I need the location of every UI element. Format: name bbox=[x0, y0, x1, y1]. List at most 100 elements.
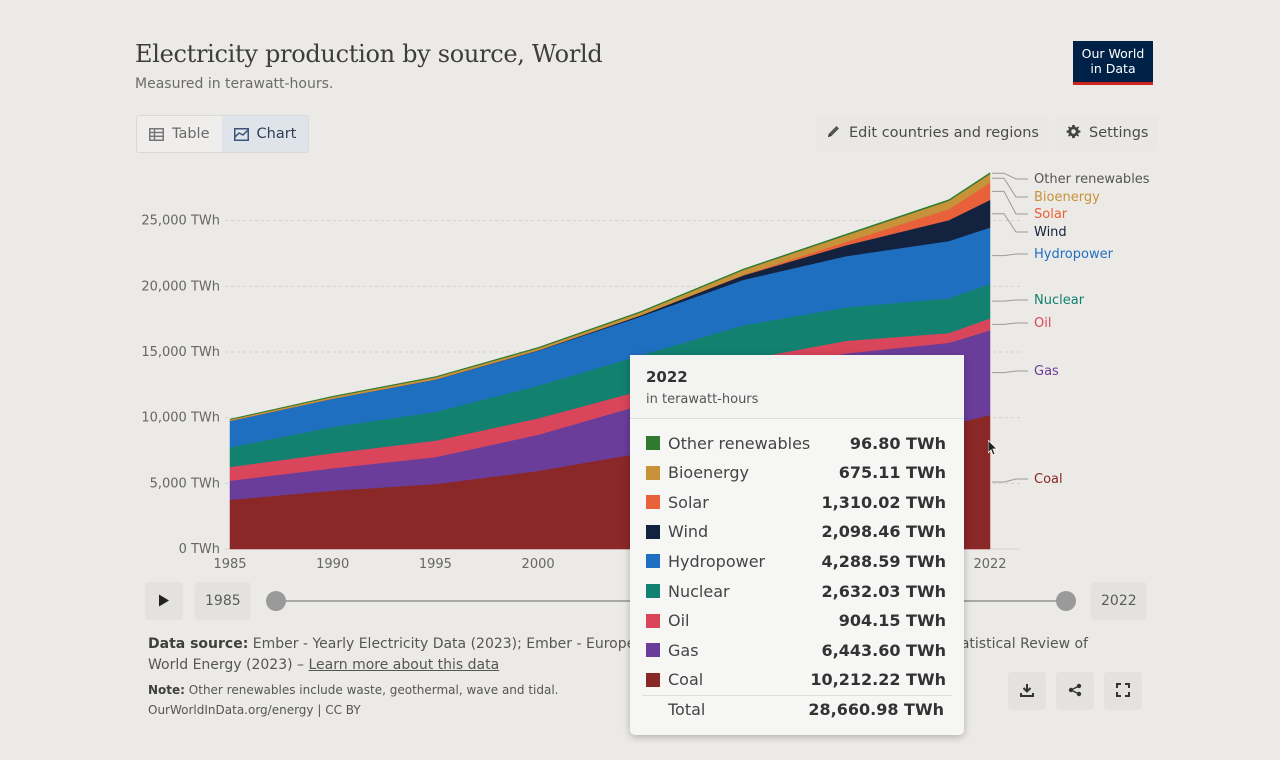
legend-swatch bbox=[646, 643, 660, 658]
tooltip-total-row: Total 28,660.98 TWh bbox=[668, 700, 944, 719]
end-year-handle[interactable] bbox=[1056, 591, 1076, 611]
page-title: Electricity production by source, World bbox=[135, 40, 603, 68]
tooltip-row-value: 10,212.22 TWh bbox=[810, 670, 946, 690]
label-leader-line bbox=[992, 253, 1028, 257]
legend-swatch bbox=[646, 495, 660, 510]
settings-button[interactable]: Settings bbox=[1056, 115, 1159, 151]
tab-table-label: Table bbox=[172, 126, 210, 142]
tooltip-row: Hydropower 4,288.59 TWh bbox=[646, 549, 946, 573]
tooltip-row: Solar 1,310.02 TWh bbox=[646, 490, 946, 514]
expand-icon bbox=[1116, 682, 1130, 701]
download-button[interactable] bbox=[1008, 672, 1046, 710]
tooltip-row-name: Bioenergy bbox=[668, 463, 749, 483]
label-leader-line bbox=[992, 213, 1028, 233]
download-icon bbox=[1020, 682, 1034, 701]
share-button[interactable] bbox=[1056, 672, 1094, 710]
legend-swatch bbox=[646, 465, 660, 480]
tooltip-row-name: Hydropower bbox=[668, 551, 766, 571]
end-label-bioenergy: Bioenergy bbox=[1034, 190, 1100, 205]
tooltip-row-value: 2,632.03 TWh bbox=[821, 581, 946, 601]
series-end-labels: Coal Gas Oil Nuclear Hydropower Wind Solar Bioe… bbox=[992, 172, 1150, 487]
tab-chart[interactable]: Chart bbox=[221, 116, 309, 152]
tooltip-row: Bioenergy 675.11 TWh bbox=[646, 461, 946, 485]
y-tick-label: 20,000 TWh bbox=[141, 279, 220, 294]
data-source-text-a: Ember - Yearly Electricity Data (2023); … bbox=[252, 636, 644, 652]
tooltip-row: Gas 6,443.60 TWh bbox=[646, 638, 946, 662]
area-other-renewables[interactable] bbox=[229, 172, 991, 420]
start-year-box[interactable]: 1985 bbox=[195, 582, 251, 620]
y-tick-label: 25,000 TWh bbox=[141, 214, 220, 229]
tooltip-row-value: 1,310.02 TWh bbox=[821, 492, 946, 512]
tooltip-row-value: 6,443.60 TWh bbox=[821, 640, 946, 660]
label-leader-line bbox=[992, 299, 1028, 302]
mouse-cursor-icon bbox=[987, 439, 998, 460]
tooltip-row: Nuclear 2,632.03 TWh bbox=[646, 579, 946, 603]
y-axis-ticks: 0 TWh 5,000 TWh 10,000 TWh 15,000 TWh 20,000… bbox=[141, 214, 220, 557]
page-subtitle: Measured in terawatt-hours. bbox=[135, 76, 334, 92]
end-label-oil: Oil bbox=[1034, 316, 1051, 331]
tooltip-row: Coal 10,212.22 TWh bbox=[646, 668, 946, 692]
data-source: Data source: Ember - Yearly Electricity … bbox=[148, 634, 1098, 676]
legend-swatch bbox=[646, 613, 660, 628]
x-tick-label: 1995 bbox=[419, 557, 452, 572]
logo-line-2: in Data bbox=[1090, 61, 1136, 76]
play-button[interactable] bbox=[145, 582, 183, 620]
logo-line-1: Our World bbox=[1081, 46, 1145, 61]
note-text: Other renewables include waste, geotherm… bbox=[188, 683, 559, 697]
end-label-coal: Coal bbox=[1034, 472, 1063, 487]
legend-swatch bbox=[646, 672, 660, 687]
x-tick-label: 1985 bbox=[213, 557, 246, 572]
data-tooltip: 2022 in terawatt-hours Other renewables 9… bbox=[630, 355, 964, 735]
end-label-gas: Gas bbox=[1034, 364, 1059, 379]
tooltip-separator bbox=[642, 695, 952, 696]
data-source-text-b: tatistical Review of bbox=[955, 636, 1088, 652]
tooltip-year: 2022 bbox=[646, 368, 688, 386]
learn-more-link[interactable]: Learn more about this data bbox=[308, 657, 500, 673]
gear-icon bbox=[1066, 124, 1081, 143]
label-leader-line bbox=[992, 478, 1028, 483]
start-year-handle[interactable] bbox=[266, 591, 286, 611]
tooltip-total-value: 28,660.98 TWh bbox=[808, 700, 944, 719]
legend-swatch bbox=[646, 584, 660, 598]
fullscreen-button[interactable] bbox=[1104, 672, 1142, 710]
table-icon bbox=[149, 127, 164, 141]
tab-chart-label: Chart bbox=[256, 126, 297, 142]
y-tick-label: 0 TWh bbox=[179, 542, 220, 557]
view-tabs: Table Chart bbox=[136, 115, 310, 153]
tooltip-row-value: 675.11 TWh bbox=[838, 463, 946, 483]
pencil-icon bbox=[826, 124, 841, 143]
legend-swatch bbox=[646, 554, 660, 569]
credit-text: OurWorldInData.org/energy | CC BY bbox=[148, 703, 361, 717]
share-icon bbox=[1068, 682, 1082, 701]
owid-logo[interactable]: Our World in Data bbox=[1073, 41, 1153, 85]
data-source-label: Data source: bbox=[148, 636, 249, 652]
y-tick-label: 15,000 TWh bbox=[141, 345, 220, 360]
end-year-box[interactable]: 2022 bbox=[1091, 582, 1147, 620]
tab-table[interactable]: Table bbox=[137, 116, 222, 152]
play-icon bbox=[158, 592, 170, 611]
tooltip-unit: in terawatt-hours bbox=[646, 392, 759, 407]
note-label: Note: bbox=[148, 683, 185, 697]
x-axis-ticks: 1985 1990 1995 2000 2022 bbox=[213, 557, 1006, 572]
settings-label: Settings bbox=[1089, 125, 1149, 141]
tooltip-header: 2022 in terawatt-hours bbox=[630, 355, 964, 419]
chart-icon bbox=[233, 127, 249, 141]
x-tick-label: 1990 bbox=[316, 557, 349, 572]
tooltip-row-name: Solar bbox=[668, 492, 709, 512]
edit-countries-label: Edit countries and regions bbox=[849, 125, 1039, 141]
legend-swatch bbox=[646, 524, 660, 539]
tooltip-row-name: Wind bbox=[668, 522, 709, 542]
x-tick-label: 2022 bbox=[973, 557, 1006, 572]
tooltip-row: Wind 2,098.46 TWh bbox=[646, 520, 946, 544]
tooltip-row-value: 2,098.46 TWh bbox=[821, 522, 946, 542]
tooltip-row: Oil 904.15 TWh bbox=[646, 609, 946, 633]
tooltip-row-name: Oil bbox=[668, 611, 690, 631]
end-label-hydropower: Hydropower bbox=[1034, 247, 1114, 262]
legend-swatch bbox=[646, 436, 660, 450]
y-tick-label: 10,000 TWh bbox=[141, 411, 220, 426]
edit-countries-button[interactable]: Edit countries and regions bbox=[816, 115, 1049, 151]
data-source-text-c: World Energy (2023) – bbox=[148, 657, 305, 673]
end-label-wind: Wind bbox=[1034, 225, 1067, 240]
end-label-solar: Solar bbox=[1034, 207, 1068, 222]
